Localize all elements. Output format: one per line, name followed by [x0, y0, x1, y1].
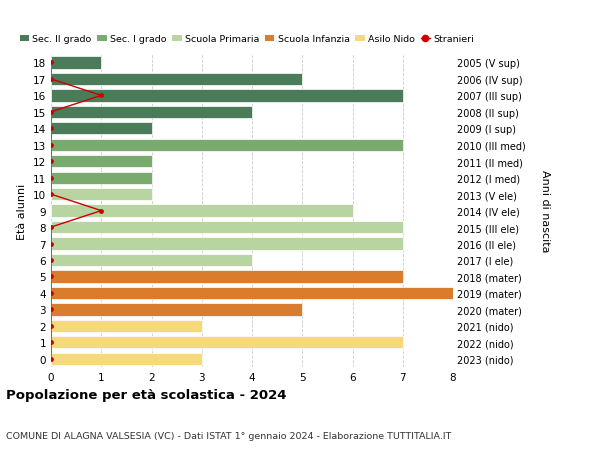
- Bar: [51, 156, 152, 168]
- Bar: [51, 320, 202, 332]
- Bar: [51, 73, 302, 86]
- Bar: [51, 353, 202, 365]
- Bar: [51, 189, 152, 201]
- Bar: [51, 254, 252, 267]
- Text: COMUNE DI ALAGNA VALSESIA (VC) - Dati ISTAT 1° gennaio 2024 - Elaborazione TUTTI: COMUNE DI ALAGNA VALSESIA (VC) - Dati IS…: [6, 431, 451, 441]
- Bar: [51, 287, 453, 299]
- Bar: [51, 221, 403, 234]
- Text: Popolazione per età scolastica - 2024: Popolazione per età scolastica - 2024: [6, 388, 287, 401]
- Bar: [51, 139, 403, 151]
- Y-axis label: Età alunni: Età alunni: [17, 183, 28, 239]
- Bar: [51, 336, 403, 349]
- Bar: [51, 123, 152, 135]
- Legend: Sec. II grado, Sec. I grado, Scuola Primaria, Scuola Infanzia, Asilo Nido, Stran: Sec. II grado, Sec. I grado, Scuola Prim…: [20, 35, 474, 44]
- Bar: [51, 271, 403, 283]
- Bar: [51, 205, 353, 217]
- Bar: [51, 172, 152, 185]
- Bar: [51, 238, 403, 250]
- Bar: [51, 303, 302, 316]
- Bar: [51, 57, 101, 69]
- Bar: [51, 90, 403, 102]
- Bar: [51, 106, 252, 119]
- Y-axis label: Anni di nascita: Anni di nascita: [540, 170, 550, 252]
